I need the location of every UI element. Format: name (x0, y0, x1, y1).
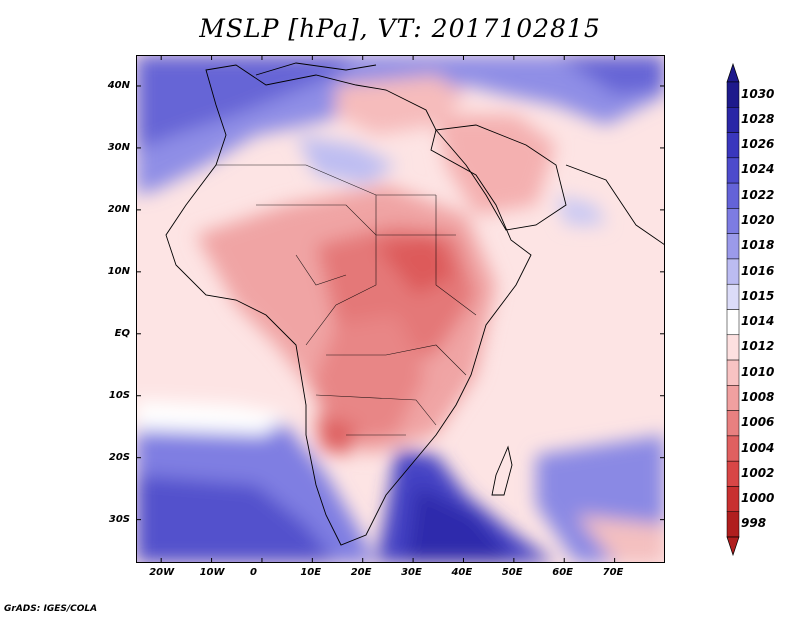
colorbar-swatch (726, 460, 740, 487)
colorbar-level-label: 1018 (741, 238, 775, 253)
colorbar-level-label: 998 (741, 516, 767, 531)
lon-tick-label: 70E (602, 567, 624, 578)
colorbar-swatch (726, 233, 740, 260)
colorbar-swatch (726, 309, 740, 336)
colorbar-swatch (726, 283, 740, 310)
lat-tick-label: 20S (108, 451, 130, 463)
lon-tick-label: 10E (300, 567, 322, 578)
colorbar-level-label: 1008 (741, 389, 775, 404)
grads-credit: GrADS: IGES/COLA (4, 604, 98, 614)
colorbar-swatch (726, 157, 740, 184)
colorbar-level-label: 1006 (741, 415, 775, 430)
colorbar-level-label: 1002 (741, 465, 775, 480)
colorbar-level-label: 1015 (741, 288, 775, 303)
arabia-coast (435, 124, 567, 231)
pressure-map (136, 55, 665, 563)
colorbar-level-label: 1020 (741, 213, 775, 228)
colorbar-swatch (726, 258, 740, 285)
colorbar-level-label: 1030 (741, 86, 775, 101)
colorbar-level-label: 1024 (741, 162, 775, 177)
lat-tick-label: 30N (107, 141, 130, 153)
colorbar-swatch (726, 208, 740, 234)
colorbar-level-label: 1016 (741, 263, 775, 278)
lon-tick-label: 30E (401, 567, 422, 578)
colorbar (726, 62, 740, 557)
colorbar-level-label: 1014 (741, 314, 775, 329)
asia-coast (565, 164, 665, 246)
colorbar-level-label: 1000 (741, 491, 775, 506)
colorbar-swatch (726, 385, 740, 411)
country-borders (216, 164, 477, 436)
lat-tick-label: 10S (108, 389, 130, 401)
colorbar-swatch (726, 334, 740, 361)
madagascar-coast (491, 445, 513, 496)
lon-tick-label: 20W (149, 567, 175, 578)
colorbar-level-label: 1004 (741, 440, 775, 455)
lat-tick-label: 40N (107, 79, 130, 91)
lon-tick-label: 60E (552, 567, 573, 578)
coastlines (165, 62, 665, 546)
colorbar-swatch (726, 410, 740, 437)
colorbar-swatch (726, 81, 740, 108)
europe-coast (255, 62, 377, 76)
lon-tick-label: 40E (451, 567, 473, 578)
colorbar-swatch (726, 107, 740, 133)
colorbar-swatch (726, 182, 740, 209)
lat-tick-label: 20N (107, 203, 130, 215)
colorbar-level-label: 1026 (741, 137, 775, 152)
pressure-field (136, 55, 665, 563)
colorbar-swatch (726, 359, 740, 386)
colorbar-swatch (726, 435, 740, 462)
africa-coast (165, 64, 532, 546)
colorbar-level-label: 1012 (741, 339, 775, 354)
colorbar-min-arrow (726, 536, 740, 557)
lon-tick-label: 10W (199, 567, 225, 578)
lat-tick-label: 10N (107, 265, 130, 277)
colorbar-swatch (726, 511, 740, 538)
chart-title: MSLP [hPa], VT: 2017102815 (199, 14, 601, 43)
colorbar-level-label: 1028 (741, 111, 775, 126)
lat-tick-label: EQ (114, 327, 130, 339)
colorbar-swatch (726, 486, 740, 512)
lon-tick-label: 0 (249, 567, 257, 578)
colorbar-level-label: 1010 (741, 364, 775, 379)
colorbar-max-arrow (726, 62, 740, 83)
lon-tick-label: 50E (501, 567, 523, 578)
lon-tick-label: 20E (350, 567, 372, 578)
colorbar-level-label: 1022 (741, 187, 775, 202)
map-frame (136, 55, 665, 563)
map-panel (136, 55, 665, 563)
lat-tick-label: 30S (108, 513, 130, 525)
colorbar-swatch (726, 132, 740, 159)
